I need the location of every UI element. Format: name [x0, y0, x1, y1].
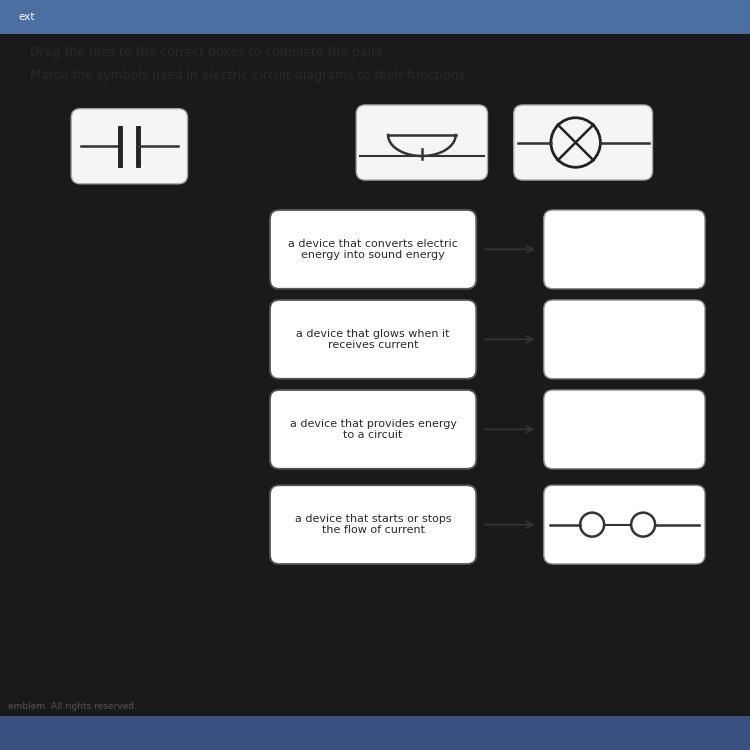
- Text: a device that starts or stops
the flow of current: a device that starts or stops the flow o…: [295, 514, 452, 535]
- FancyBboxPatch shape: [71, 109, 188, 184]
- FancyBboxPatch shape: [0, 716, 750, 750]
- Text: emblem. All rights reserved.: emblem. All rights reserved.: [8, 702, 136, 711]
- FancyBboxPatch shape: [270, 485, 476, 564]
- FancyBboxPatch shape: [514, 105, 652, 180]
- FancyBboxPatch shape: [270, 390, 476, 469]
- FancyBboxPatch shape: [270, 300, 476, 379]
- FancyBboxPatch shape: [356, 105, 488, 180]
- Text: a device that glows when it
receives current: a device that glows when it receives cur…: [296, 328, 450, 350]
- Text: Match the symbols used in electric circuit diagrams to their functions.: Match the symbols used in electric circu…: [30, 69, 469, 82]
- FancyBboxPatch shape: [544, 300, 705, 379]
- Text: a device that converts electric
energy into sound energy: a device that converts electric energy i…: [288, 238, 458, 260]
- FancyBboxPatch shape: [544, 390, 705, 469]
- Text: Drag the tiles to the correct boxes to complete the pairs.: Drag the tiles to the correct boxes to c…: [30, 46, 387, 59]
- FancyBboxPatch shape: [0, 0, 750, 34]
- FancyBboxPatch shape: [270, 210, 476, 289]
- Text: a device that provides energy
to a circuit: a device that provides energy to a circu…: [290, 419, 457, 440]
- FancyBboxPatch shape: [544, 210, 705, 289]
- Text: ext: ext: [19, 12, 35, 22]
- FancyBboxPatch shape: [544, 485, 705, 564]
